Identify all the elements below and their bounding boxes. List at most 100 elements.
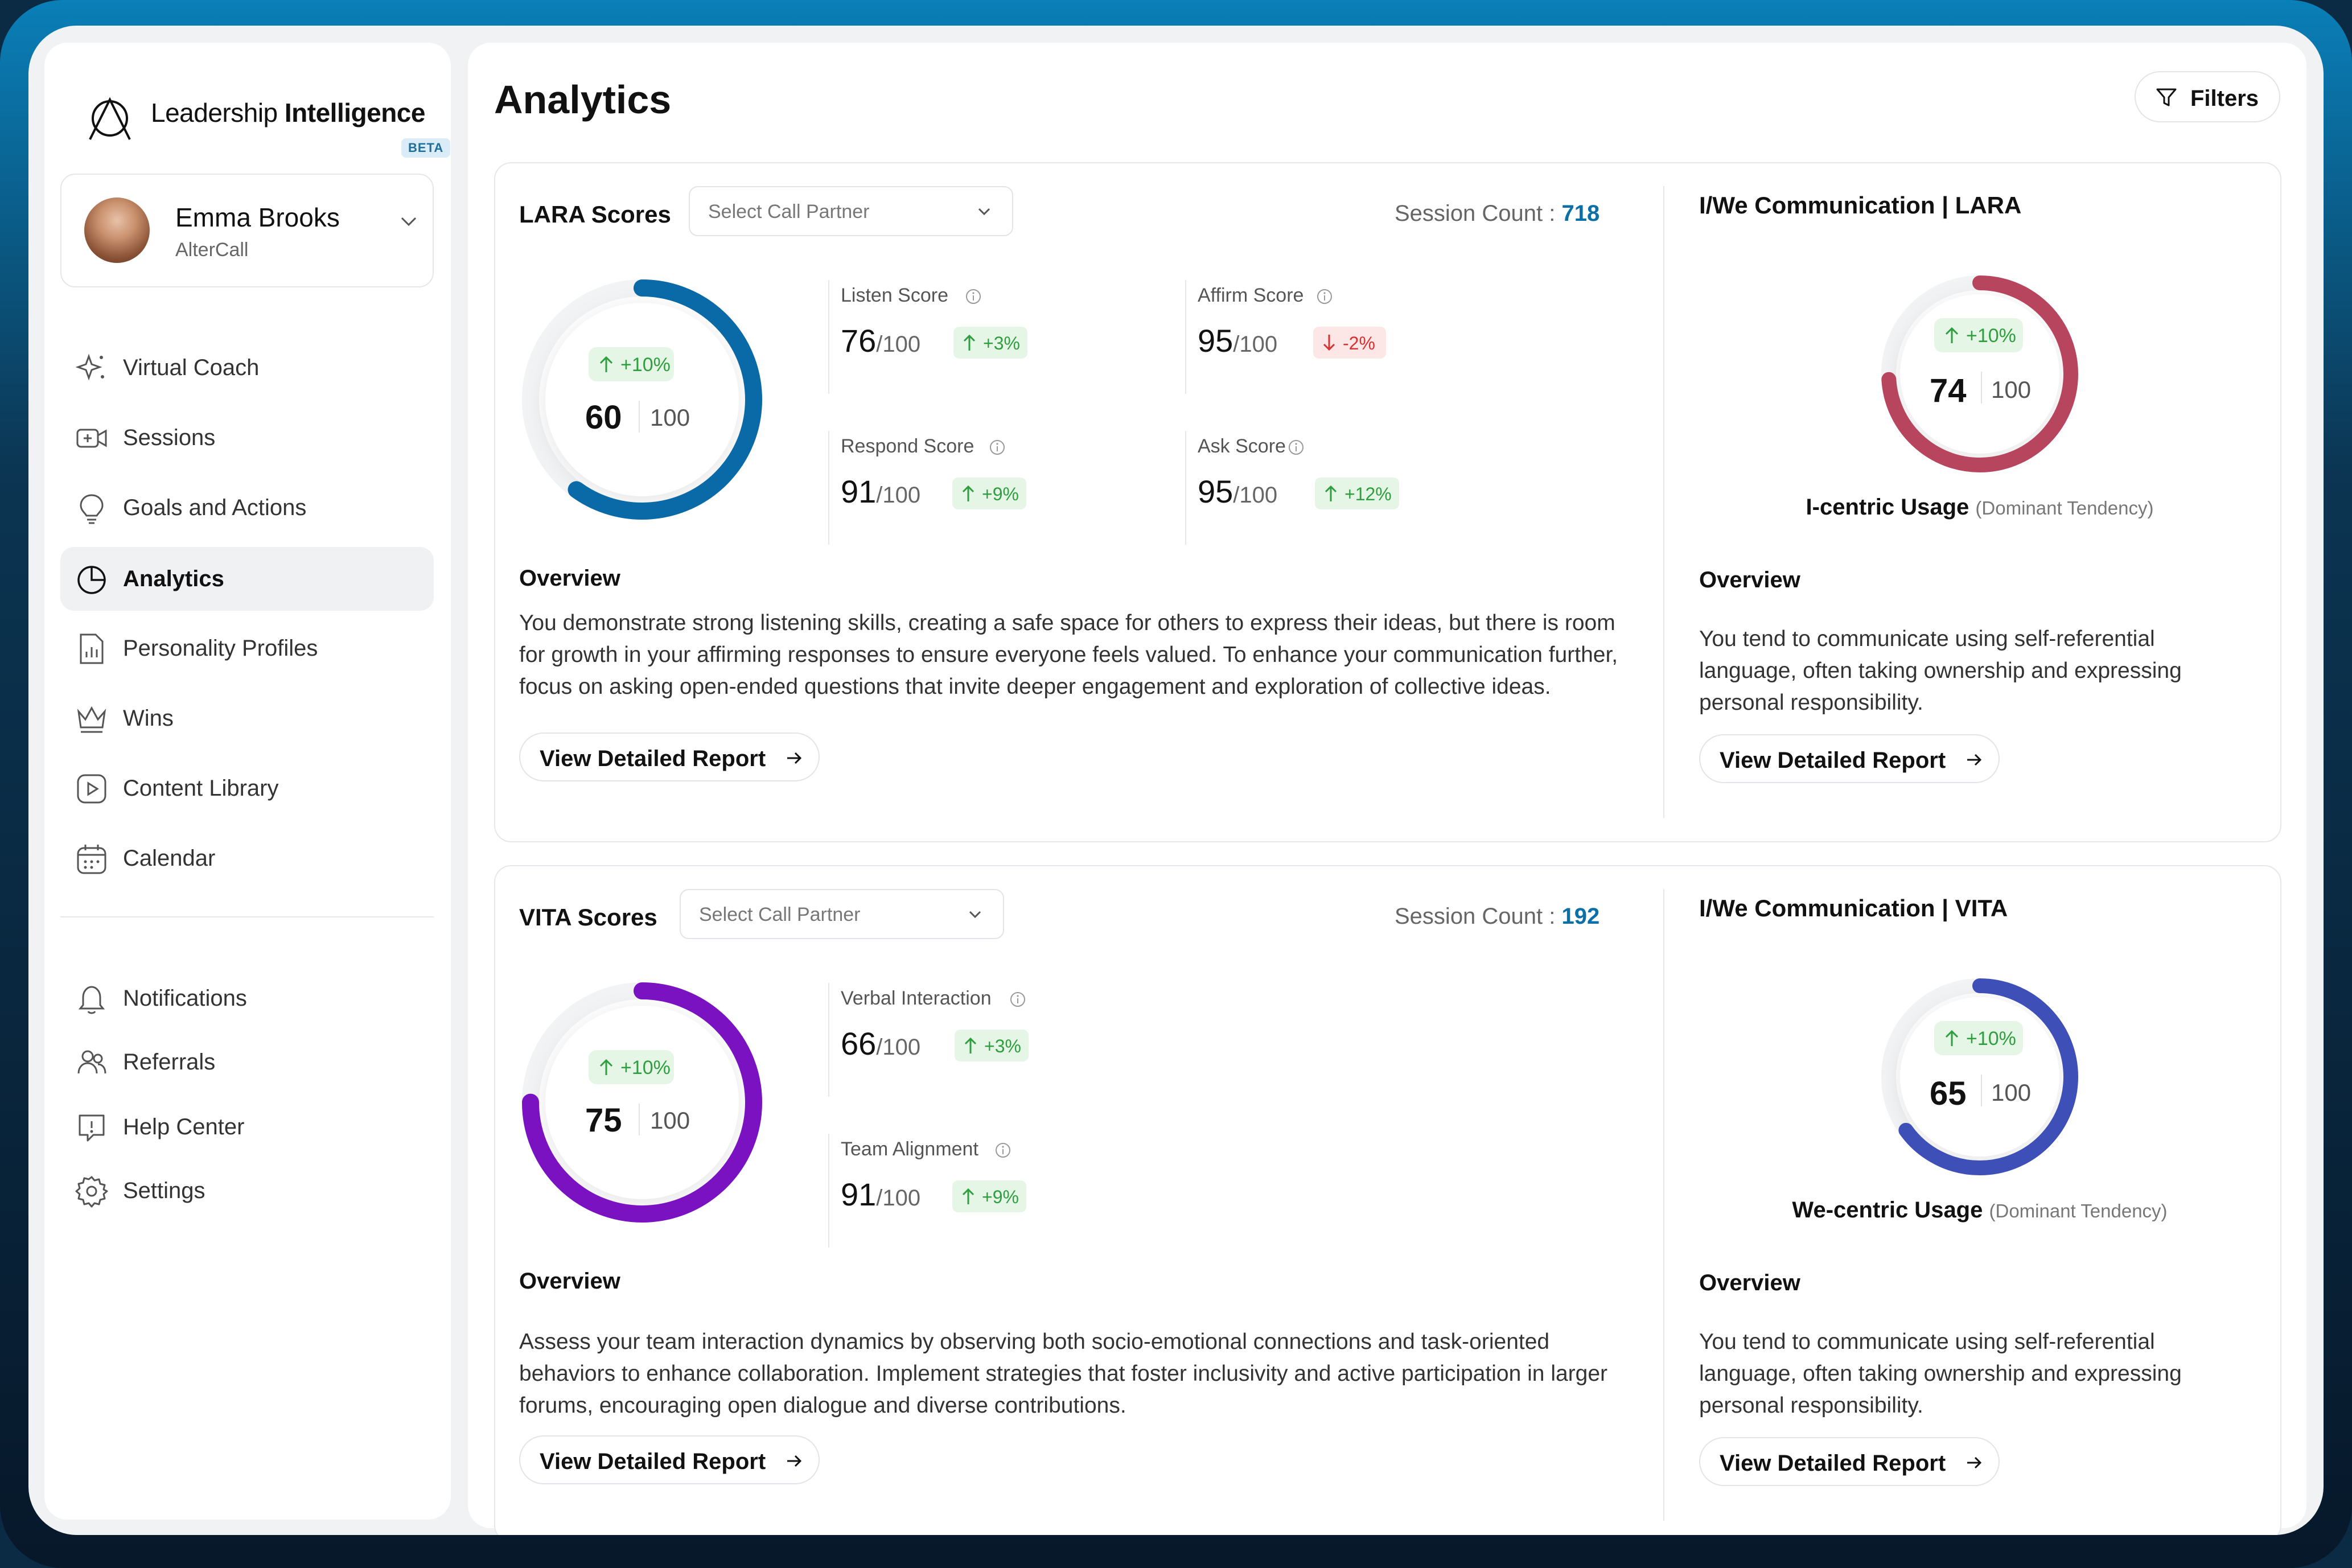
chevron-down-icon: [969, 911, 981, 919]
arrow-up-icon: [962, 485, 974, 501]
gauge-separator: [639, 1104, 640, 1135]
user-name: Emma Brooks: [175, 203, 340, 232]
gauge-max: 100: [650, 1107, 690, 1134]
gauge-separator: [639, 401, 640, 433]
arrow-right-icon: [1967, 1456, 1982, 1469]
sidebar-item-settings[interactable]: Settings: [60, 1159, 434, 1223]
filters-label: Filters: [2190, 86, 2259, 111]
filters-button[interactable]: Filters: [2135, 71, 2280, 122]
gauge-separator: [1981, 1075, 1982, 1106]
sidebar-item-referrals[interactable]: Referrals: [60, 1030, 434, 1094]
lara-report-button[interactable]: View Detailed Report: [519, 732, 820, 781]
vita-overview-title: Overview: [519, 1269, 620, 1294]
gauge-value: 74: [1930, 372, 1967, 409]
sidebar-item-label: Personality Profiles: [123, 636, 318, 661]
arrow-up-icon: [599, 356, 613, 372]
pie-chart-icon: [77, 566, 106, 594]
arrow-up-icon: [1325, 485, 1337, 501]
sparkle-icon: [75, 353, 104, 381]
lara-overview-title: Overview: [519, 566, 620, 591]
lightbulb-icon: [80, 494, 104, 524]
arrow-up-icon: [963, 334, 976, 351]
arrow-up-icon: [599, 1059, 613, 1075]
sidebar-item-wins[interactable]: Wins: [60, 686, 434, 750]
info-icon[interactable]: [994, 1142, 1011, 1159]
gauge-change-badge: +10%: [1934, 318, 2023, 352]
gauge-separator: [1981, 372, 1982, 404]
sidebar-item-virtual-coach[interactable]: Virtual Coach: [60, 336, 434, 400]
lara-score-gauge: +10% 60 100: [517, 274, 767, 525]
user-org: AlterCall: [175, 239, 249, 261]
beta-badge: BETA: [401, 138, 451, 158]
gauge-max: 100: [1991, 1079, 2032, 1106]
filter-icon: [2156, 88, 2177, 106]
arrow-right-icon: [1967, 754, 1982, 766]
change-chip: +9%: [952, 478, 1026, 509]
sidebar-item-content-library[interactable]: Content Library: [60, 756, 434, 820]
change-chip: +3%: [955, 1030, 1029, 1061]
sidebar-item-label: Wins: [123, 706, 174, 731]
listen-score: Listen Score 76/100 +3%: [828, 280, 1147, 394]
change-chip: +9%: [952, 1180, 1026, 1212]
brand-name: Leadership Intelligence: [151, 98, 425, 127]
arrow-down-icon: [1323, 335, 1335, 351]
vita-overview-text: Assess your team interaction dynamics by…: [519, 1330, 1608, 1418]
vita-iwe-title: I/We Communication | VITA: [1699, 895, 2008, 921]
lara-iwe-usage: I-centric Usage (Dominant Tendency): [1806, 495, 2154, 520]
sidebar-item-label: Sessions: [123, 425, 216, 450]
vita-call-partner-select[interactable]: Select Call Partner: [680, 889, 1004, 939]
sidebar-item-analytics[interactable]: Analytics: [60, 547, 434, 611]
lara-overview-text: You demonstrate strong listening skills,…: [519, 611, 1618, 699]
vita-score-gauge: +10% 75 100: [517, 977, 767, 1228]
lara-call-partner-select[interactable]: Select Call Partner: [689, 186, 1013, 236]
sidebar-item-goals[interactable]: Goals and Actions: [60, 476, 434, 540]
vita-title: VITA Scores: [519, 904, 657, 931]
arrow-right-icon: [787, 752, 802, 764]
lara-title: LARA Scores: [519, 201, 671, 228]
vita-report-button[interactable]: View Detailed Report: [519, 1435, 820, 1484]
help-icon: [79, 1114, 105, 1142]
info-icon[interactable]: [1009, 991, 1026, 1008]
info-icon[interactable]: [1288, 439, 1305, 456]
gauge-value: 75: [585, 1102, 622, 1139]
sidebar-item-notifications[interactable]: Notifications: [60, 966, 434, 1030]
arrow-right-icon: [787, 1455, 802, 1467]
vita-iwe-gauge: +10% 65 100: [1877, 974, 2082, 1179]
sidebar-item-sessions[interactable]: Sessions: [60, 406, 434, 470]
sidebar-item-label: Help Center: [123, 1114, 245, 1139]
affirm-score: Affirm Score 95/100 -2%: [1185, 280, 1504, 394]
info-icon[interactable]: [1316, 288, 1333, 305]
sidebar-item-personality-profiles[interactable]: Personality Profiles: [60, 616, 434, 680]
gauge-value: 65: [1930, 1075, 1967, 1112]
brand-logo[interactable]: Leadership Intelligence BETA: [85, 77, 451, 158]
lara-iwe-overview-text: You tend to communicate using self-refer…: [1699, 627, 2182, 715]
gauge-change-badge: +10%: [589, 1050, 674, 1084]
avatar: [84, 197, 150, 263]
gauge-arc: [522, 279, 762, 520]
calendar-icon: [77, 845, 106, 874]
lara-iwe-overview-title: Overview: [1699, 567, 1800, 592]
gauge-max: 100: [1991, 376, 2032, 403]
sidebar-item-label: Calendar: [123, 846, 216, 871]
verbal-interaction-score: Verbal Interaction 66/100 +3%: [828, 983, 1147, 1097]
select-placeholder: Select Call Partner: [708, 201, 870, 223]
lara-session-count: Session Count : 718: [1395, 201, 1600, 226]
gauge-change-badge: +10%: [589, 347, 674, 381]
gauge-change-badge: +10%: [1934, 1021, 2023, 1055]
sidebar-item-help-center[interactable]: Help Center: [60, 1095, 434, 1159]
card-divider: [1663, 889, 1664, 1521]
vita-session-count: Session Count : 192: [1395, 904, 1600, 929]
sidebar-item-calendar[interactable]: Calendar: [60, 826, 434, 890]
gear-icon: [75, 1176, 108, 1208]
vita-iwe-report-button[interactable]: View Detailed Report: [1699, 1437, 2000, 1486]
gauge-arc: [1881, 275, 2078, 472]
vita-iwe-overview-title: Overview: [1699, 1270, 1800, 1295]
lara-iwe-report-button[interactable]: View Detailed Report: [1699, 734, 2000, 783]
info-icon[interactable]: [989, 439, 1006, 456]
change-chip: +12%: [1315, 478, 1399, 509]
user-switcher[interactable]: Emma Brooks AlterCall: [60, 174, 434, 287]
lara-iwe-title: I/We Communication | LARA: [1699, 192, 2022, 219]
info-icon[interactable]: [965, 288, 982, 305]
bell-icon: [78, 986, 105, 1014]
